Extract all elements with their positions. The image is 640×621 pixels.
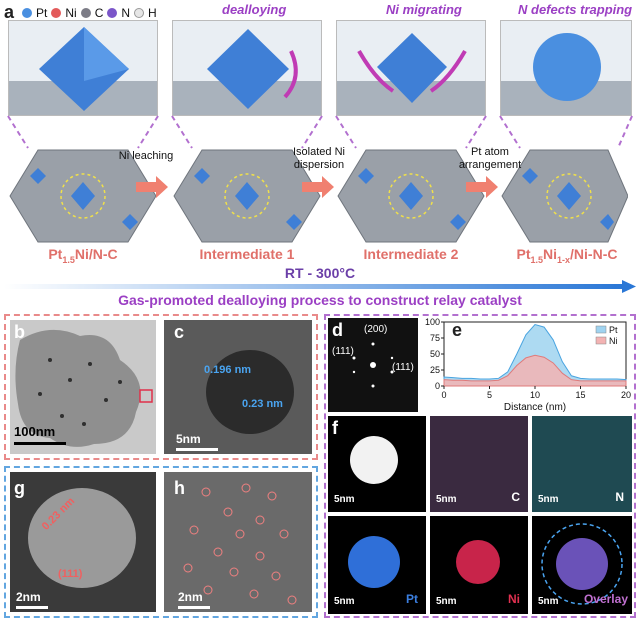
dealloying-particle-icon [173,29,321,115]
stage-thumb-3 [336,20,486,116]
arrow-label-isolated-ni: Isolated Ni dispersion [293,146,345,171]
step-label-3: Intermediate 2 [363,246,459,262]
fft-hkl-right: (111) [392,362,414,373]
panel-b-letter: b [14,322,25,342]
spherical-particle-icon [501,33,631,115]
tem-image-b [10,320,156,454]
arrow-right-icon [136,176,168,198]
scale-bar-h [178,606,210,609]
haadf-particle [10,472,156,612]
single-atom-map [164,472,312,612]
step-label-2: Intermediate 1 [199,246,295,262]
hrtem-particle [164,320,312,454]
panel-def-frame [324,314,636,618]
d-spacing-1: 0.196 nm [204,364,252,376]
scale-label-b: 100nm [14,424,56,439]
pt-dot-icon [22,8,32,18]
eds-map-pt: 5nm Pt [328,516,426,614]
legend-n: N [121,6,131,20]
legend-label-ni: Ni [609,336,618,346]
atom-legend: Pt Ni C N H [22,6,157,20]
stage-title-n-defects: N defects trapping [518,2,633,17]
legend-h: H [148,6,157,20]
fft-hkl-left: (111) [332,346,354,357]
eds-map-ni: 5nm Ni [430,516,528,614]
arrow-label-pt-atom: Pt atom arrangement [458,146,522,171]
stage-thumb-4 [500,20,632,116]
series-area-ni [443,354,627,387]
h-dot-icon [134,8,145,18]
line-profile-chart: 0 5 10 15 20 0 25 50 75 100 Distance (nm) Pt Ni [422,316,632,416]
x-tick-label: 0 [441,390,446,400]
n-dot-icon [107,8,118,18]
arrow-right-icon [466,176,498,198]
eds-map-c: 5nm C [430,416,528,512]
scale-bar-b [14,442,66,445]
fft-pattern [352,342,394,388]
panel-bc-frame [4,314,318,460]
legend-pt: Pt [36,6,48,20]
y-tick-label: 75 [430,333,440,343]
arrow-label-ni-leaching: Ni leaching [118,150,174,162]
y-tick-label: 50 [430,349,440,359]
timeline-arrow [4,280,636,293]
stage-arrows [136,176,498,198]
hrtem-image-c [164,320,312,454]
scale-bar-c [176,448,218,451]
y-tick-label: 0 [435,381,440,391]
stage-title-ni-migrating: Ni migrating [386,2,462,17]
x-axis-label: Distance (nm) [504,402,566,413]
legend-ni: Ni [65,6,77,20]
scale-label-h: 2nm [178,590,203,604]
scale-bar-g [16,606,48,609]
legend-c: C [94,6,104,20]
stage-title-dealloying: dealloying [222,2,287,17]
panel-g-letter: g [14,478,25,498]
step-label-1: Pt1.5Ni/N-C [48,246,118,265]
legend-label-pt: Pt [609,325,618,335]
migrating-particle-icon [337,33,485,115]
scale-label-c: 5nm [176,432,201,446]
haadf-image-g [10,472,156,612]
support-hexagons [9,149,629,243]
fft-hkl-top: (200) [364,324,388,335]
panel-e-letter: e [452,320,463,340]
y-tick-label: 25 [430,365,440,375]
stage-thumb-2 [172,20,322,116]
x-tick-label: 10 [530,390,540,400]
octahedron-particle-icon [9,27,157,115]
scale-label-g: 2nm [16,590,41,604]
fft-image-d [328,318,418,412]
c-dot-icon [80,8,91,18]
panel-d-letter: d [332,320,343,340]
x-tick-label: 15 [575,390,585,400]
panel-f-letter: f [332,418,338,438]
eds-map-n: 5nm N [532,416,632,512]
panel-a-caption: Gas-promoted dealloying process to const… [118,292,522,308]
eds-map-grid: 5nm 5nm C 5nm N 5nm Pt 5nm Ni 5nm Overla… [328,416,632,614]
x-tick-label: 20 [621,390,631,400]
panel-c-letter: c [174,322,185,342]
hkl-g: (111) [58,568,83,580]
y-tick-label: 100 [425,317,440,327]
dashed-connectors [7,115,633,149]
stage-thumb-1 [8,20,158,116]
timeline-label: RT - 300°C [284,265,356,281]
x-tick-label: 5 [487,390,492,400]
support-row [8,148,629,244]
panel-a-letter: a [4,2,15,22]
eds-map-haadf: 5nm [328,416,426,512]
legend-swatch-ni [595,336,607,345]
haadf-image-h [164,472,312,612]
ni-dot-icon [51,8,62,18]
step-label-4: Pt1.5Ni1-x/Ni-N-C [516,246,618,265]
tem-support-blob [15,329,153,447]
panel-gh-frame [4,466,318,618]
legend-swatch-pt [595,325,607,334]
arrow-right-icon [302,176,334,198]
eds-map-overlay: 5nm Overlay [532,516,632,614]
panel-h-letter: h [174,478,185,498]
d-spacing-2: 0.23 nm [242,398,283,410]
